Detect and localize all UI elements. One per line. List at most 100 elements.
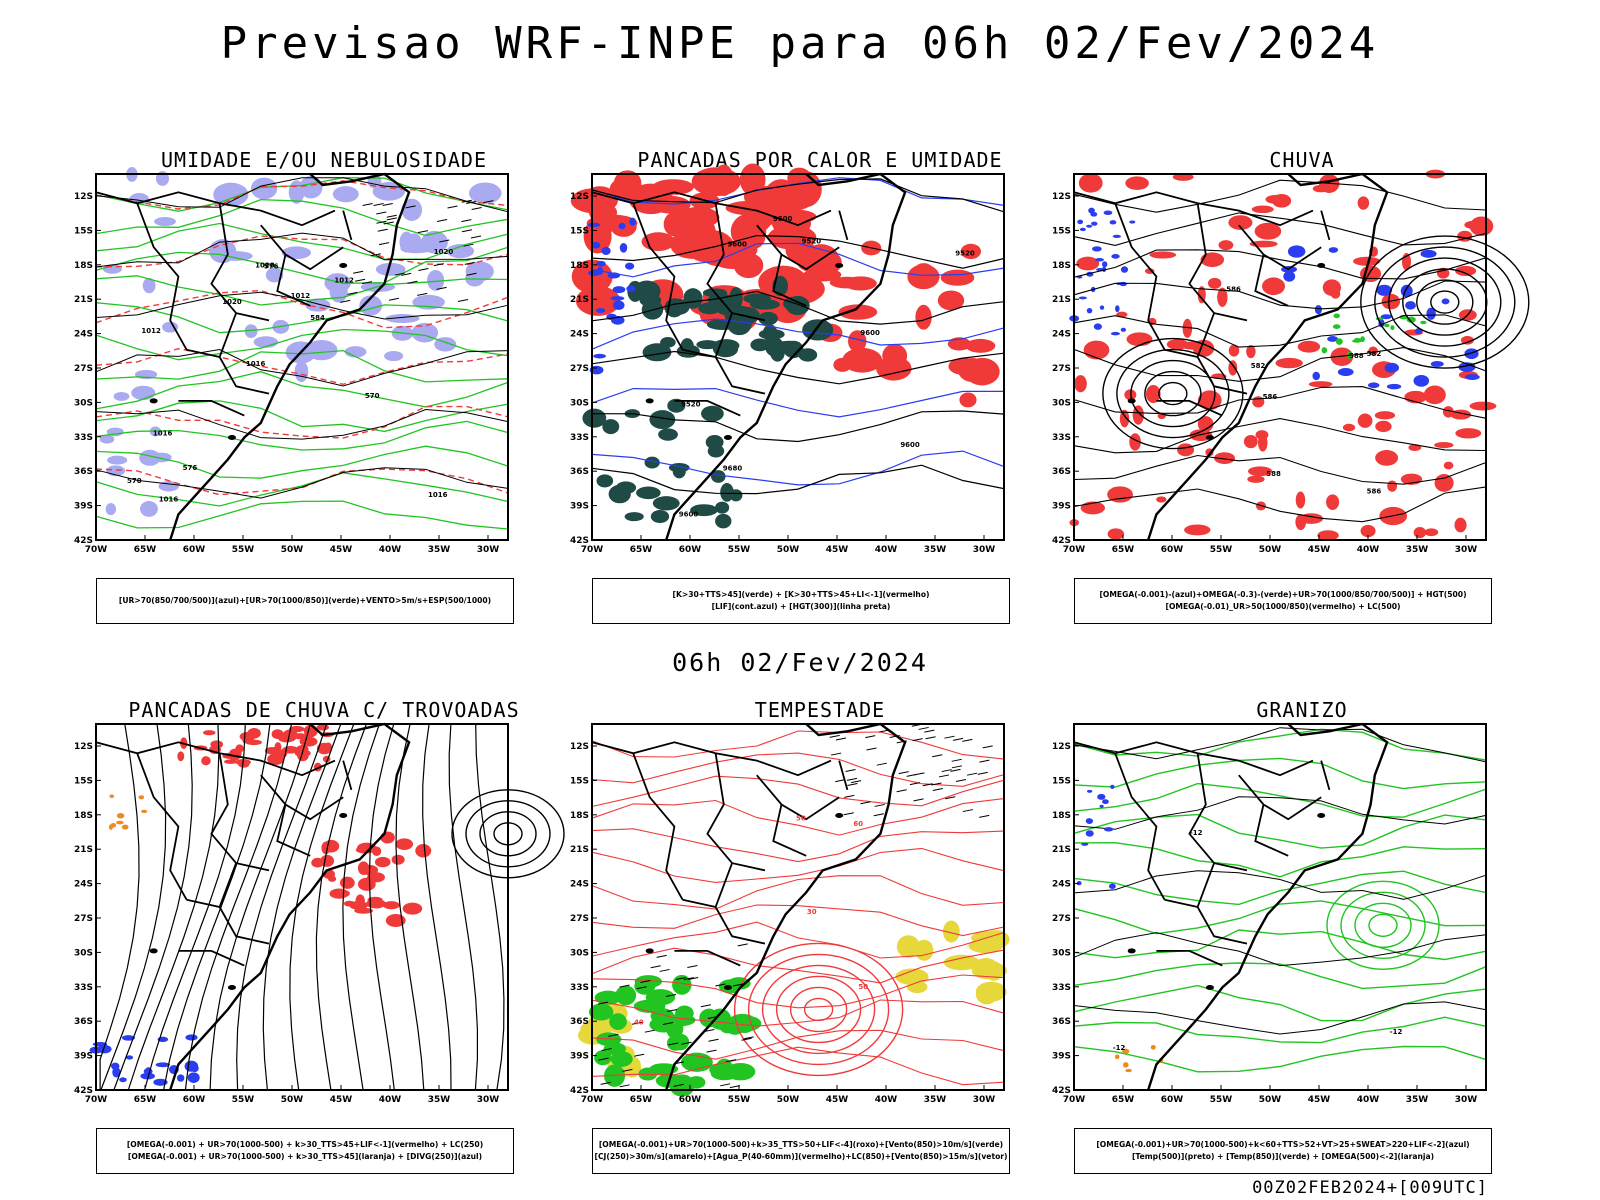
height-contour [591, 234, 1005, 269]
wind-vector [687, 964, 698, 968]
storm-red-area [247, 727, 261, 739]
height-contour [1430, 290, 1460, 314]
wind-vector [922, 783, 933, 787]
wind-vector [977, 771, 988, 775]
rain-red-area [1434, 474, 1454, 492]
lat-tick-label: 36S [1052, 467, 1071, 477]
panel-chuva: CHUVA 12S 15S 18S 21S 24S 27S 30S 33S 36S 39S 42S 7… [1042, 148, 1542, 628]
wind-vector [634, 1053, 645, 1057]
storm-red-area [264, 746, 280, 755]
contour-label: 586 [1367, 488, 1382, 496]
contour-label: 586 [1226, 285, 1241, 293]
wind-vector [874, 803, 885, 807]
rain-blue-area [1078, 296, 1087, 300]
lat-tick-label: 27S [570, 914, 589, 924]
storm-red-area [316, 742, 332, 755]
temp850-green-contour [1326, 880, 1440, 971]
temp850-green-contour [1073, 1016, 1487, 1044]
lat-tick-label: 27S [1052, 364, 1071, 374]
rain-red-area [1434, 441, 1454, 449]
water-red-contour [803, 997, 834, 1022]
storm-orange-area [109, 794, 115, 799]
wind-vector [668, 1042, 679, 1046]
contour-label: -12 [1113, 1044, 1126, 1052]
divergence-blue-area [176, 1074, 185, 1082]
humidity-green-contour [95, 500, 509, 530]
lake [1205, 435, 1214, 441]
storm-red-area [374, 856, 391, 868]
lon-tick-label: 35W [1406, 545, 1429, 555]
lake [645, 948, 654, 954]
instability-red-area [663, 212, 686, 237]
country-border [772, 804, 807, 857]
rain-red-area [1243, 434, 1258, 449]
panel-title: TEMPESTADE [754, 698, 886, 722]
country-border [1320, 760, 1331, 791]
humidity-green-contour [95, 349, 509, 383]
storm-orange-area [121, 824, 129, 830]
temp850-green-contour [1073, 728, 1487, 761]
divergence-blue-area [119, 1077, 127, 1083]
hail-blue-area [1076, 881, 1082, 886]
country-border [632, 752, 684, 901]
height-contour [1158, 381, 1188, 406]
temp850-green-contour [1354, 902, 1412, 949]
height-contour [1130, 359, 1216, 428]
rain-red-area [1262, 277, 1286, 296]
country-border [706, 753, 766, 872]
height-contour [591, 410, 1005, 443]
rain-red-area [1330, 347, 1354, 367]
rain-red-area [1469, 401, 1497, 411]
lat-tick-label: 18S [570, 811, 589, 821]
lon-tick-label: 45W [330, 1095, 353, 1105]
instability-red-area [678, 206, 720, 228]
streamline [448, 723, 478, 1091]
water-red-contour [591, 999, 1005, 1027]
rain-red-area [1247, 475, 1265, 483]
lat-tick-label: 15S [74, 226, 93, 236]
hail-blue-area [1102, 799, 1109, 805]
rain-red-area [1424, 528, 1439, 537]
lake [227, 985, 236, 991]
lat-tick-label: 15S [1052, 226, 1071, 236]
lake [645, 398, 654, 404]
lake [339, 813, 348, 818]
storm-orange-area [116, 820, 124, 825]
storm-red-area [201, 756, 211, 766]
wind-vector [418, 267, 429, 271]
humidity-blue-area [105, 502, 117, 516]
temp850-green-contour [1073, 962, 1487, 990]
streamline [100, 723, 167, 1091]
lon-tick-label: 35W [1406, 1095, 1429, 1105]
panel-pancadas-calor: PANCADAS POR CALOR E UMIDADE 12S 15S 18S 21… [560, 148, 1060, 628]
pressure-contour [95, 408, 509, 440]
contour-label: 1016 [159, 496, 179, 504]
wind-vector [932, 754, 943, 758]
wind-vector [896, 789, 907, 793]
storm-red-area [267, 753, 285, 765]
lif-blue-area [626, 285, 636, 292]
country-border [342, 210, 353, 241]
pressure-contour [95, 291, 509, 320]
wind-vector [373, 203, 384, 207]
contour-label: 1012 [291, 292, 311, 300]
rain-red-area [1217, 287, 1228, 307]
wind-vector [675, 977, 687, 981]
wind-vector [644, 1029, 655, 1033]
wind-vector [388, 297, 400, 301]
water-red-contour [591, 730, 1005, 760]
country-border [95, 741, 336, 777]
lif-contour [591, 450, 1005, 486]
wind-vector [401, 272, 412, 276]
lat-tick-label: 18S [1052, 261, 1071, 271]
wind-vector [873, 813, 884, 817]
legend-umidade: [UR>70(850/700/500)](azul)+[UR>70(1000/8… [96, 578, 514, 624]
rain-red-area [1246, 344, 1256, 359]
rain-blue-area [1077, 219, 1084, 225]
instability-red-area [609, 177, 639, 201]
contour-label: 40 [634, 1018, 644, 1026]
lon-tick-label: 70W [85, 545, 108, 555]
divergence-blue-area [153, 1078, 168, 1086]
lif-contour [591, 242, 1005, 278]
